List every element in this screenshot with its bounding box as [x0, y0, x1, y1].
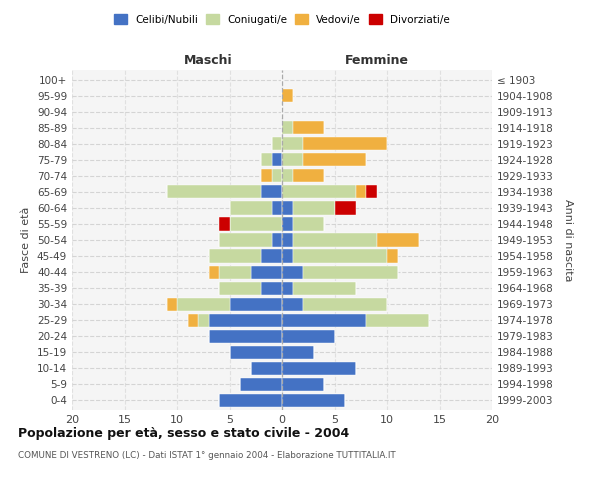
Bar — [282, 89, 293, 102]
Bar — [282, 218, 293, 230]
Bar — [293, 250, 387, 262]
Bar — [209, 314, 282, 327]
Bar — [271, 153, 282, 166]
Bar — [335, 202, 355, 214]
Bar — [271, 234, 282, 246]
Bar — [187, 314, 198, 327]
Bar — [209, 250, 261, 262]
Bar — [366, 186, 377, 198]
Bar — [282, 186, 355, 198]
Bar — [303, 137, 387, 150]
Bar — [271, 202, 282, 214]
Bar — [261, 282, 282, 294]
Bar — [261, 170, 271, 182]
Bar — [282, 170, 293, 182]
Bar — [261, 153, 271, 166]
Bar — [282, 282, 293, 294]
Bar — [293, 282, 355, 294]
Bar — [219, 266, 251, 278]
Y-axis label: Fasce di età: Fasce di età — [22, 207, 31, 273]
Bar — [219, 218, 229, 230]
Bar — [293, 218, 324, 230]
Text: Femmine: Femmine — [344, 54, 409, 67]
Bar — [282, 346, 314, 359]
Bar — [229, 218, 282, 230]
Bar — [219, 394, 282, 407]
Bar — [303, 298, 387, 310]
Bar — [282, 250, 293, 262]
Bar — [355, 186, 366, 198]
Bar — [293, 170, 324, 182]
Bar — [261, 186, 282, 198]
Bar — [240, 378, 282, 391]
Bar — [282, 314, 366, 327]
Bar — [209, 266, 219, 278]
Bar — [282, 378, 324, 391]
Bar — [261, 250, 282, 262]
Bar — [219, 282, 261, 294]
Bar — [303, 153, 366, 166]
Bar — [282, 266, 303, 278]
Y-axis label: Anni di nascita: Anni di nascita — [563, 198, 573, 281]
Bar — [366, 314, 429, 327]
Bar — [251, 362, 282, 375]
Bar — [282, 202, 293, 214]
Bar — [282, 394, 345, 407]
Legend: Celibi/Nubili, Coniugati/e, Vedovi/e, Divorziati/e: Celibi/Nubili, Coniugati/e, Vedovi/e, Di… — [110, 10, 454, 29]
Bar — [293, 202, 335, 214]
Bar — [303, 266, 398, 278]
Bar — [293, 121, 324, 134]
Bar — [282, 298, 303, 310]
Bar — [219, 234, 271, 246]
Bar — [282, 137, 303, 150]
Bar — [198, 314, 209, 327]
Bar — [167, 186, 261, 198]
Bar — [177, 298, 229, 310]
Bar — [387, 250, 398, 262]
Bar — [271, 137, 282, 150]
Bar — [271, 170, 282, 182]
Bar — [229, 298, 282, 310]
Bar — [229, 202, 271, 214]
Text: Maschi: Maschi — [184, 54, 233, 67]
Text: Popolazione per età, sesso e stato civile - 2004: Popolazione per età, sesso e stato civil… — [18, 428, 349, 440]
Bar — [282, 234, 293, 246]
Bar — [282, 121, 293, 134]
Bar — [229, 346, 282, 359]
Bar — [293, 234, 377, 246]
Bar — [377, 234, 419, 246]
Bar — [282, 330, 335, 343]
Text: COMUNE DI VESTRENO (LC) - Dati ISTAT 1° gennaio 2004 - Elaborazione TUTTITALIA.I: COMUNE DI VESTRENO (LC) - Dati ISTAT 1° … — [18, 451, 396, 460]
Bar — [282, 153, 303, 166]
Bar — [167, 298, 177, 310]
Bar — [251, 266, 282, 278]
Bar — [282, 362, 355, 375]
Bar — [209, 330, 282, 343]
